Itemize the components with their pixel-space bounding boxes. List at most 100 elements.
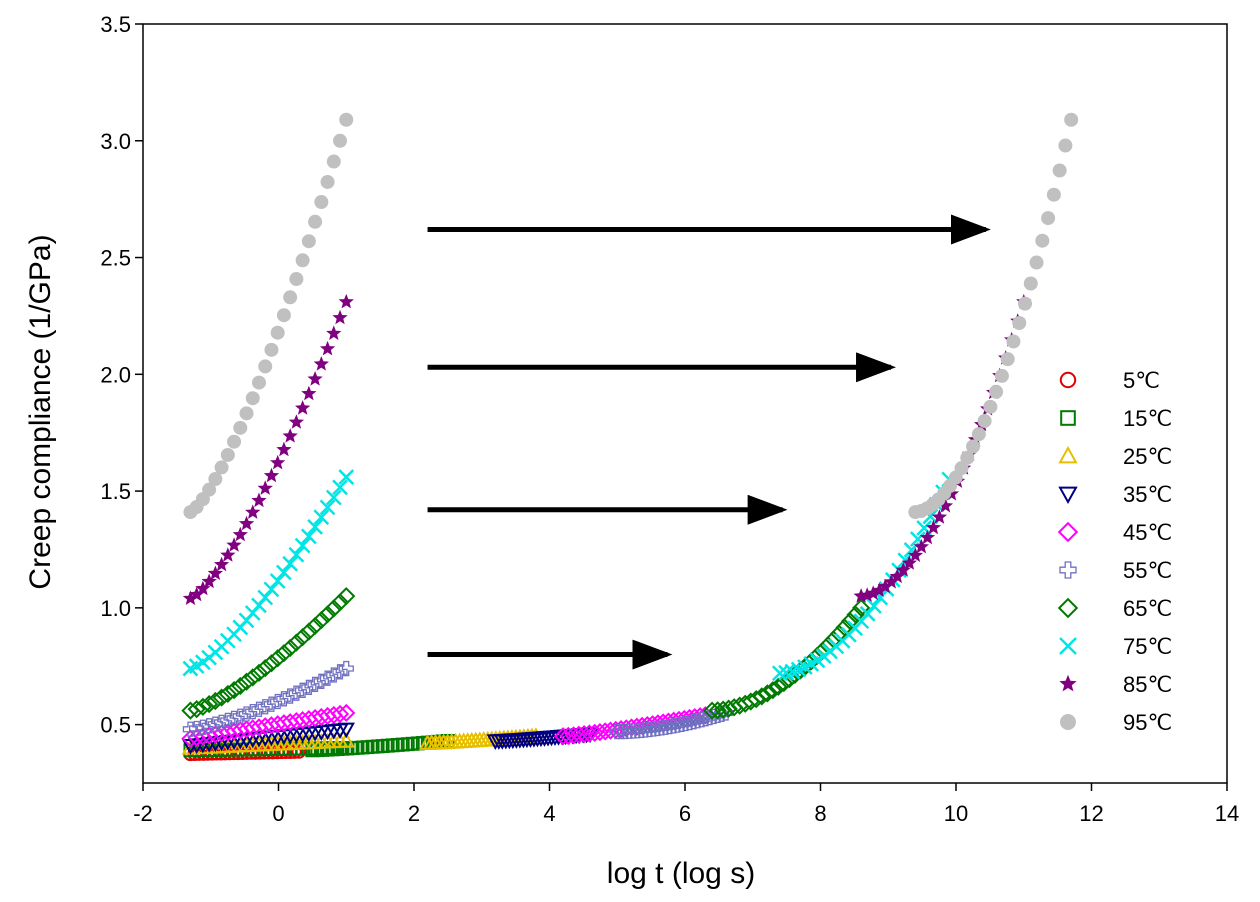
legend-label: 15℃ [1123,406,1172,431]
data-point [960,450,975,465]
legend-label: 45℃ [1123,520,1172,545]
data-point [313,356,329,371]
data-point [189,720,205,737]
data-point [1059,637,1077,655]
data-point [245,504,261,519]
data-point [282,428,298,443]
data-point [288,685,305,701]
data-point [294,682,311,698]
data-point [257,589,274,606]
data-point [1059,674,1077,692]
data-point [201,573,217,589]
data-point [268,649,287,668]
data-point [251,492,267,508]
data-point [270,454,286,470]
data-point [274,644,294,663]
data-point [289,271,304,286]
data-point [883,574,899,589]
data-point [201,718,217,734]
data-point [231,676,250,696]
data-point [213,714,230,731]
data-point [320,174,335,189]
data-point [263,581,280,598]
data-point [994,368,1009,383]
legend-item: 95℃ [1060,710,1172,735]
data-point [301,679,317,696]
data-point [971,427,986,442]
data-point [283,290,298,305]
data-point [245,704,261,720]
data-point [182,721,199,737]
data-point [301,234,316,249]
data-point [769,677,788,696]
data-point [313,509,330,526]
series-95℃ [183,112,1079,520]
data-point [227,434,242,449]
data-point [319,499,336,516]
x-tick-label: 14 [1215,801,1239,826]
data-point [937,497,954,513]
data-point [307,676,323,693]
data-point [232,526,248,542]
data-point [282,688,298,704]
data-point [313,673,329,689]
series-85℃ [182,293,1032,605]
data-point [319,670,336,686]
data-point [774,673,793,693]
data-point [208,472,223,487]
data-point [258,359,273,374]
data-point [318,605,337,624]
data-point [257,699,273,715]
data-point [1029,255,1044,270]
x-tick-label: 0 [272,801,284,826]
data-point [871,582,887,597]
data-point [714,700,733,719]
data-point [202,482,217,497]
legend-label: 95℃ [1123,710,1172,735]
data-point [1000,352,1015,367]
data-point [312,611,331,630]
data-point [295,400,311,415]
data-point [193,697,213,716]
x-tick-label: 2 [408,801,420,826]
data-point [338,293,354,309]
data-point [1060,410,1076,426]
data-point [282,555,299,572]
y-tick-label: 2.5 [100,246,131,271]
data-point [931,509,948,524]
data-point [677,715,694,732]
data-point [207,716,224,732]
data-point [338,660,354,677]
x-tick-label: 4 [543,801,555,826]
data-point [218,684,237,704]
data-point [326,154,341,169]
data-point [288,414,304,429]
data-point [1060,714,1076,730]
x-tick-label: 10 [944,801,968,826]
data-point [232,708,248,724]
x-tick-label: 8 [814,801,826,826]
data-point [1058,486,1078,505]
data-point [1023,276,1038,291]
data-point [237,672,256,691]
data-point [276,308,291,323]
data-point [859,587,875,602]
legend-item: 5℃ [1059,368,1160,393]
data-point [701,709,718,726]
x-tick-label: 6 [679,801,691,826]
data-point [293,628,312,647]
data-point [1046,187,1061,202]
y-tick-label: 1.0 [100,596,131,621]
data-point [299,622,318,641]
data-point [771,665,788,682]
data-point [925,519,942,535]
legend-label: 55℃ [1123,558,1172,583]
data-point [238,706,255,722]
data-point [220,547,236,562]
data-point [895,562,911,577]
data-point [665,718,682,734]
data-point [907,547,923,562]
legend-label: 75℃ [1123,634,1172,659]
data-point [276,691,292,707]
